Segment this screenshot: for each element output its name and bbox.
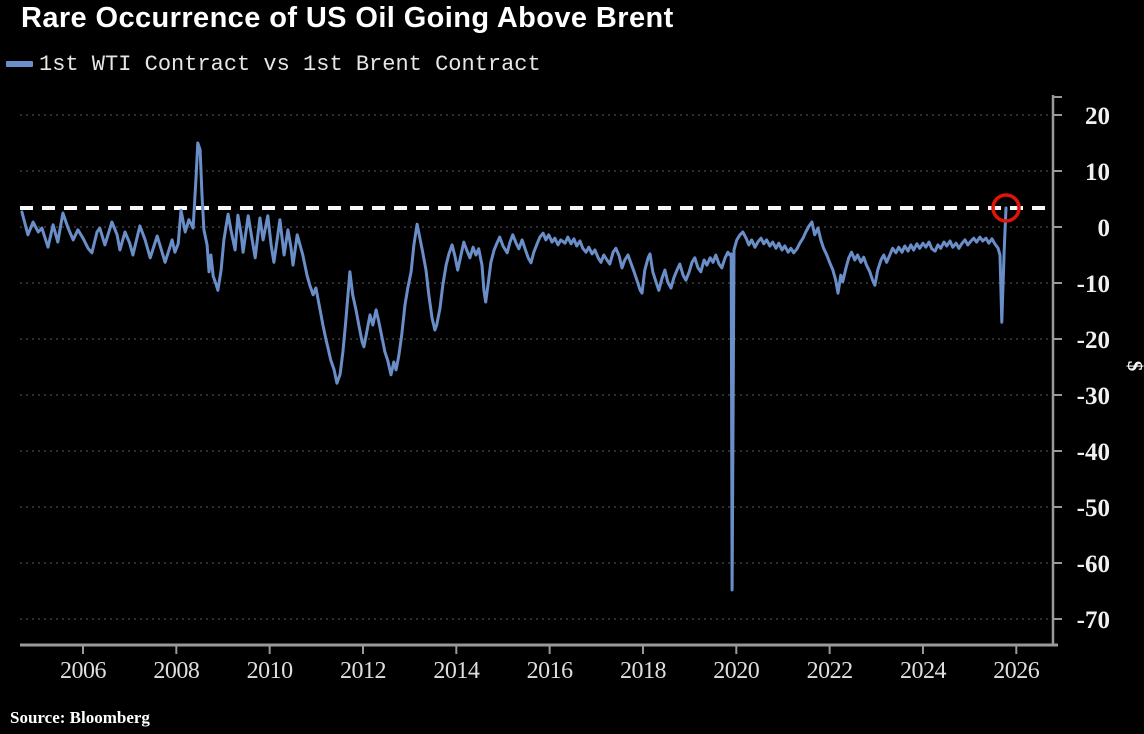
gridlines — [20, 114, 1053, 620]
axes — [20, 95, 1062, 654]
x-tick-label: 2010 — [247, 658, 294, 684]
wti-brent-spread-series — [20, 141, 1008, 592]
chart-title: Rare Occurrence of US Oil Going Above Br… — [21, 2, 674, 34]
y-tick-label: 0 — [1098, 215, 1111, 242]
x-tick-label: 2020 — [713, 658, 760, 684]
y-tick-label: -60 — [1077, 551, 1110, 578]
source-credit: Source: Bloomberg — [10, 708, 150, 727]
red-circle-annotation-icon — [991, 193, 1021, 223]
legend-label: 1st WTI Contract vs 1st Brent Contract — [39, 51, 541, 77]
y-tick-label: -20 — [1077, 327, 1110, 354]
x-tick-label: 2014 — [433, 658, 480, 684]
y-tick-label: -10 — [1077, 271, 1110, 298]
x-tick-label: 2012 — [340, 658, 386, 684]
legend: 1st WTI Contract vs 1st Brent Contract — [6, 51, 541, 77]
y-tick-label: -50 — [1077, 495, 1110, 522]
legend-swatch-icon — [6, 61, 33, 67]
y-tick-label: -70 — [1077, 607, 1110, 634]
x-tick-label: 2022 — [807, 658, 853, 684]
latest-value-annotation — [991, 193, 1021, 223]
y-tick-label: 10 — [1085, 159, 1110, 186]
y-tick-label: -40 — [1077, 439, 1110, 466]
y-tick-label: 20 — [1085, 103, 1110, 130]
x-tick-label: 2008 — [153, 658, 200, 684]
x-tick-label: 2018 — [620, 658, 667, 684]
x-tick-label: 2016 — [527, 658, 574, 684]
x-tick-label: 2006 — [60, 658, 107, 684]
x-tick-label: 2026 — [993, 658, 1040, 684]
y-axis-unit-label: $ — [1123, 361, 1144, 372]
y-tick-label: -30 — [1077, 383, 1110, 410]
x-tick-label: 2024 — [900, 658, 947, 684]
series-polyline — [20, 141, 1008, 592]
